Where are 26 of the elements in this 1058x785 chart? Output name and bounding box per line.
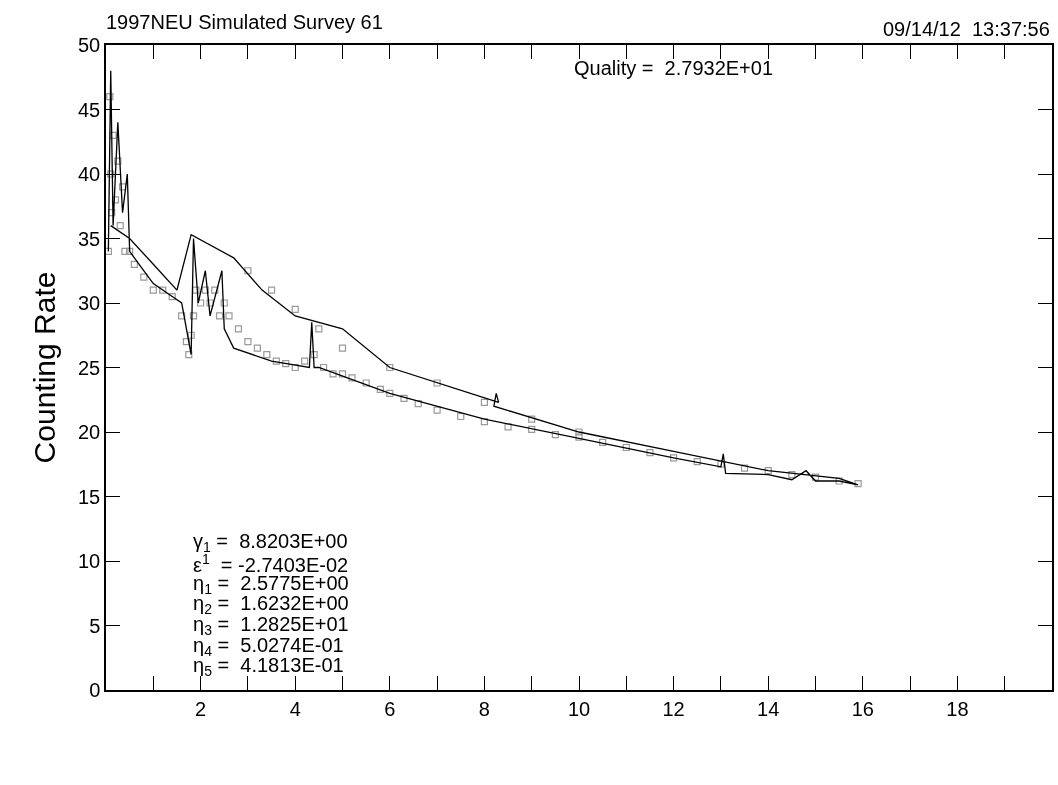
y-tick-label: 25 — [78, 356, 101, 379]
annotation: η$_{3}$ = 1.2825E+01 — [193, 613, 349, 639]
y-tick-label: 45 — [78, 98, 101, 121]
chart-title: 1997NEU Simulated Survey 61 — [106, 11, 383, 33]
x-tick-label: 6 — [384, 697, 396, 720]
x-tick-label: 14 — [757, 697, 780, 720]
y-tick-label: 10 — [78, 550, 101, 572]
y-tick-label: 40 — [78, 163, 101, 185]
x-tick-label: 8 — [478, 697, 490, 720]
x-tick-label: 4 — [289, 697, 301, 720]
y-tick-label: 30 — [78, 292, 101, 314]
annotation: ε$^{1}$ = -2.7403E-02 — [193, 551, 349, 577]
y-axis-title: Counting Rate — [27, 271, 61, 464]
x-tick-label: 10 — [567, 697, 591, 720]
y-tick-label: 50 — [78, 34, 101, 56]
x-tick-label: 16 — [851, 697, 874, 720]
x-tick-label: 12 — [662, 697, 685, 720]
y-tick-label: 0 — [89, 679, 101, 701]
y-tick-label: 20 — [78, 421, 101, 443]
annotation: Quality = 2.7932E+01 — [574, 57, 774, 79]
x-tick-label: 2 — [195, 697, 207, 720]
y-tick-label: 35 — [78, 227, 101, 250]
text: 09/14/12 13:37:56 — [883, 18, 1050, 40]
x-tick-label: 18 — [946, 697, 969, 720]
y-tick-label: 15 — [78, 485, 101, 508]
y-tick-label: 5 — [89, 614, 101, 637]
